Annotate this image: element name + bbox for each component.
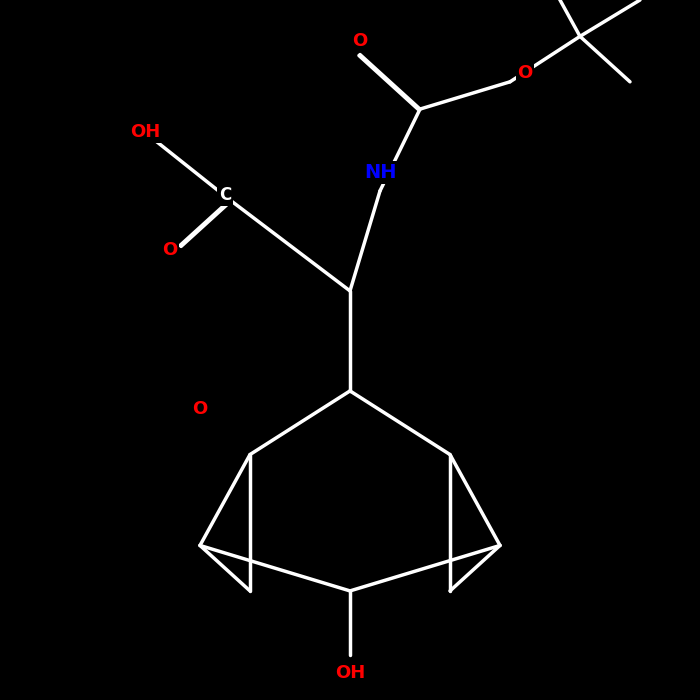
Text: O: O [517, 64, 533, 82]
Text: NH: NH [364, 163, 396, 182]
Text: O: O [193, 400, 208, 418]
Text: C: C [219, 186, 231, 204]
Text: OH: OH [335, 664, 365, 682]
Text: O: O [162, 241, 178, 259]
Text: O: O [352, 32, 368, 50]
Text: OH: OH [130, 122, 160, 141]
